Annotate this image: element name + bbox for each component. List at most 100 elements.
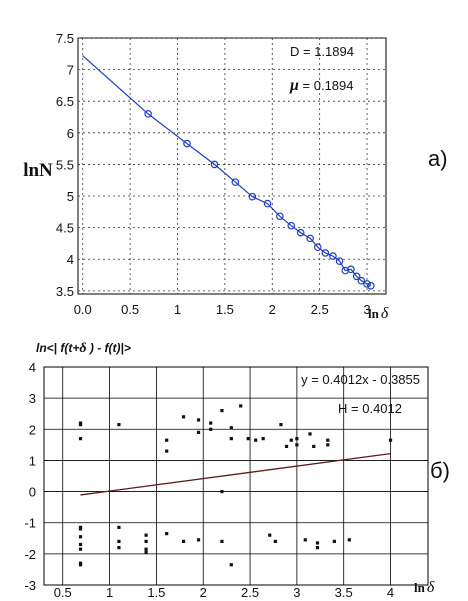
bottom-y-tick-label: 0 bbox=[29, 485, 36, 500]
top-y-tick-label: 7 bbox=[67, 63, 74, 78]
bottom-data-point bbox=[220, 539, 224, 543]
bottom-y-axis-label: ln<| f(t+δ ) - f(t)|> bbox=[36, 341, 131, 356]
mu-value: = 0.1894 bbox=[299, 78, 354, 93]
bottom-x-tick-label: 3 bbox=[293, 585, 300, 600]
top-y-tick-label: 4.5 bbox=[56, 221, 74, 236]
top-data-point bbox=[352, 272, 361, 281]
top-x-label-ln: ln bbox=[368, 306, 380, 321]
bottom-data-point bbox=[78, 527, 83, 531]
bottom-y-label-prefix: ln<| f(t+ bbox=[36, 341, 79, 355]
bottom-x-tick-label: 3.5 bbox=[335, 585, 353, 600]
bottom-x-label-delta: δ bbox=[427, 579, 435, 596]
bottom-data-point bbox=[229, 563, 233, 567]
bottom-data-point bbox=[196, 538, 201, 542]
bottom-data-point bbox=[165, 449, 169, 453]
top-x-tick-label: 0.0 bbox=[74, 302, 92, 317]
bottom-y-tick-label: 2 bbox=[29, 422, 36, 437]
top-y-tick-label: 6 bbox=[67, 126, 74, 141]
bottom-data-point bbox=[196, 430, 201, 434]
top-data-point bbox=[367, 281, 375, 290]
top-data-point bbox=[248, 192, 257, 201]
top-y-tick-label: 5.5 bbox=[56, 157, 74, 172]
bottom-data-point bbox=[117, 525, 121, 529]
panel-label-b: б) bbox=[430, 458, 450, 483]
top-chart: 0.0 0.5 1 1.5 2 2.5 3 3.5 4 4.5 5 5.5 6 6.5 7 7.5 D = … bbox=[23, 31, 447, 322]
bottom-data-point bbox=[78, 547, 83, 551]
bottom-chart: ln<| f(t+δ ) - f(t)|> 0.5 1 1.5 2 2.5 3 3.5 4 -… bbox=[24, 341, 450, 600]
bottom-data-point bbox=[144, 539, 148, 543]
bottom-data-point bbox=[117, 539, 121, 543]
top-y-tick-label: 4 bbox=[67, 252, 74, 267]
panel-label-a: а) bbox=[428, 146, 448, 171]
bottom-data-point bbox=[246, 437, 250, 441]
top-x-tick-label: 2.5 bbox=[311, 302, 329, 317]
bottom-data-point bbox=[117, 423, 121, 427]
bottom-data-point bbox=[315, 541, 320, 545]
top-annotation-d: D = 1.1894 bbox=[290, 44, 354, 59]
bottom-data-point bbox=[229, 426, 233, 430]
top-x-ticks: 0.0 0.5 1 1.5 2 2.5 3 bbox=[74, 302, 371, 317]
bottom-data-point bbox=[165, 438, 169, 442]
top-x-tick-label: 1.5 bbox=[216, 302, 234, 317]
bottom-data-point bbox=[144, 533, 148, 537]
top-data-point bbox=[263, 199, 272, 208]
bottom-x-tick-label: 2.5 bbox=[241, 585, 259, 600]
bottom-y-tick-label: 4 bbox=[29, 360, 36, 375]
bottom-x-axis-label: ln δ bbox=[414, 579, 435, 596]
top-data-point bbox=[144, 110, 152, 118]
bottom-data-point bbox=[295, 443, 299, 447]
bottom-data-point bbox=[312, 444, 316, 449]
top-y-ticks: 3.5 4 4.5 5 5.5 6 6.5 7 7.5 bbox=[56, 31, 74, 299]
bottom-data-point bbox=[254, 438, 258, 442]
bottom-data-point bbox=[388, 438, 393, 442]
bottom-scatter-points bbox=[78, 404, 393, 567]
bottom-trendline bbox=[80, 452, 391, 496]
bottom-data-point bbox=[78, 421, 83, 425]
bottom-data-point bbox=[209, 421, 213, 425]
bottom-data-point bbox=[220, 409, 224, 413]
bottom-annotation-equation: y = 0.4012x - 0.3855 bbox=[301, 372, 420, 387]
top-y-tick-label: 5 bbox=[67, 189, 74, 204]
top-plot-frame bbox=[77, 37, 387, 295]
bottom-data-point bbox=[209, 427, 213, 431]
bottom-data-point bbox=[308, 432, 312, 436]
bottom-y-label-delta: δ bbox=[79, 341, 86, 356]
bottom-data-point bbox=[279, 423, 283, 427]
top-data-point bbox=[321, 249, 330, 257]
top-x-tick-label: 3 bbox=[363, 302, 370, 317]
bottom-y-ticks: -3 -2 -1 0 1 2 3 4 bbox=[24, 360, 36, 593]
top-series-points bbox=[144, 110, 375, 290]
top-annotation-mu: μ = 0.1894 bbox=[289, 77, 353, 94]
bottom-x-tick-label: 1.5 bbox=[147, 585, 165, 600]
bottom-data-point bbox=[229, 437, 233, 441]
bottom-data-point bbox=[181, 539, 186, 543]
bottom-data-point bbox=[78, 535, 83, 539]
bottom-x-tick-label: 1 bbox=[106, 585, 113, 600]
bottom-y-tick-label: -1 bbox=[24, 516, 36, 531]
top-data-point bbox=[357, 276, 366, 285]
top-data-point bbox=[329, 252, 337, 260]
bottom-data-point bbox=[284, 444, 289, 449]
top-data-point bbox=[306, 234, 314, 243]
bottom-data-point bbox=[289, 438, 293, 442]
bottom-y-tick-label: 1 bbox=[29, 453, 36, 468]
top-x-tick-label: 1 bbox=[174, 302, 181, 317]
bottom-y-tick-label: -2 bbox=[24, 547, 36, 562]
bottom-y-tick-label: -3 bbox=[24, 578, 36, 593]
top-y-axis-label: lnN bbox=[23, 160, 53, 181]
bottom-data-point bbox=[347, 538, 351, 542]
bottom-data-point bbox=[220, 489, 224, 494]
bottom-y-label-suffix: ) - f(t)|> bbox=[87, 341, 131, 355]
top-data-point bbox=[276, 212, 284, 221]
bottom-data-point bbox=[117, 546, 121, 550]
top-x-tick-label: 0.5 bbox=[121, 302, 139, 317]
top-data-point bbox=[210, 160, 219, 169]
top-data-point bbox=[347, 265, 355, 274]
bottom-data-point bbox=[295, 437, 299, 441]
bottom-data-point bbox=[165, 532, 169, 536]
bottom-data-point bbox=[78, 563, 83, 567]
bottom-x-tick-label: 0.5 bbox=[54, 585, 72, 600]
bottom-data-point bbox=[78, 542, 83, 547]
bottom-data-point bbox=[303, 538, 307, 542]
